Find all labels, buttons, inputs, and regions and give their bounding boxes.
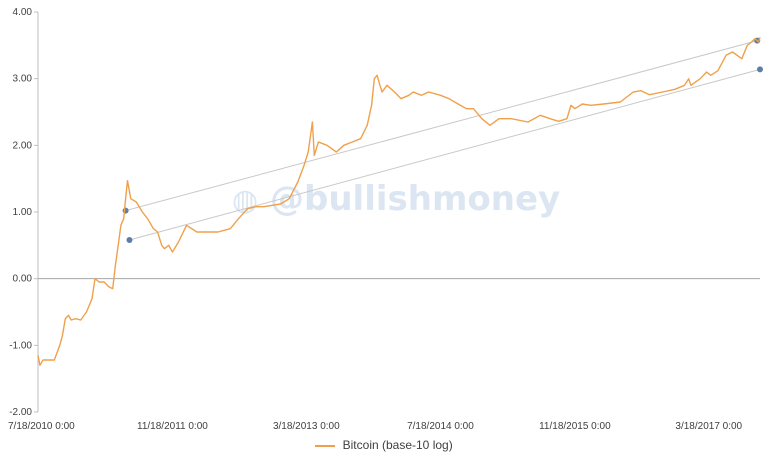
x-axis: 7/18/2010 0:00 11/18/2011 0:00 3/18/2013 0…	[8, 278, 760, 432]
watermark: ◍ @bullishmoney	[232, 179, 560, 219]
y-tick-label: 1.00	[13, 207, 33, 218]
legend: Bitcoin (base-10 log)	[0, 438, 768, 452]
x-tick-label: 3/18/2017 0:00	[675, 421, 742, 432]
y-tick-label: 0.00	[13, 274, 33, 285]
trend-line-point	[126, 237, 133, 243]
x-tick-label: 11/18/2011 0:00	[137, 421, 208, 432]
series-group	[37, 37, 761, 366]
y-tick-label: 4.00	[13, 7, 33, 18]
y-tick-label: -1.00	[9, 340, 32, 351]
y-axis: 4.00 3.00 2.00 1.00 0.00 -1.00 -2.00	[9, 7, 39, 418]
y-tick-label: -2.00	[9, 407, 32, 418]
trend-line-point	[757, 66, 763, 73]
y-tick-label: 2.00	[13, 140, 33, 151]
series-line	[37, 37, 761, 366]
watermark-icon: ◍	[232, 183, 258, 218]
x-tick-label: 11/18/2015 0:00	[539, 421, 611, 432]
watermark-text: @bullishmoney	[270, 179, 560, 219]
trend-lines	[122, 37, 763, 243]
trend-line	[129, 68, 761, 241]
x-tick-label: 7/18/2014 0:00	[407, 421, 474, 432]
y-tick-label: 3.00	[13, 74, 33, 85]
legend-swatch	[315, 444, 336, 447]
trend-line	[125, 40, 758, 212]
x-tick-label: 3/18/2013 0:00	[273, 421, 340, 432]
x-tick-label: 7/18/2010 0:00	[8, 421, 75, 432]
trend-line-point	[122, 207, 129, 214]
legend-label: Bitcoin (base-10 log)	[342, 438, 453, 452]
